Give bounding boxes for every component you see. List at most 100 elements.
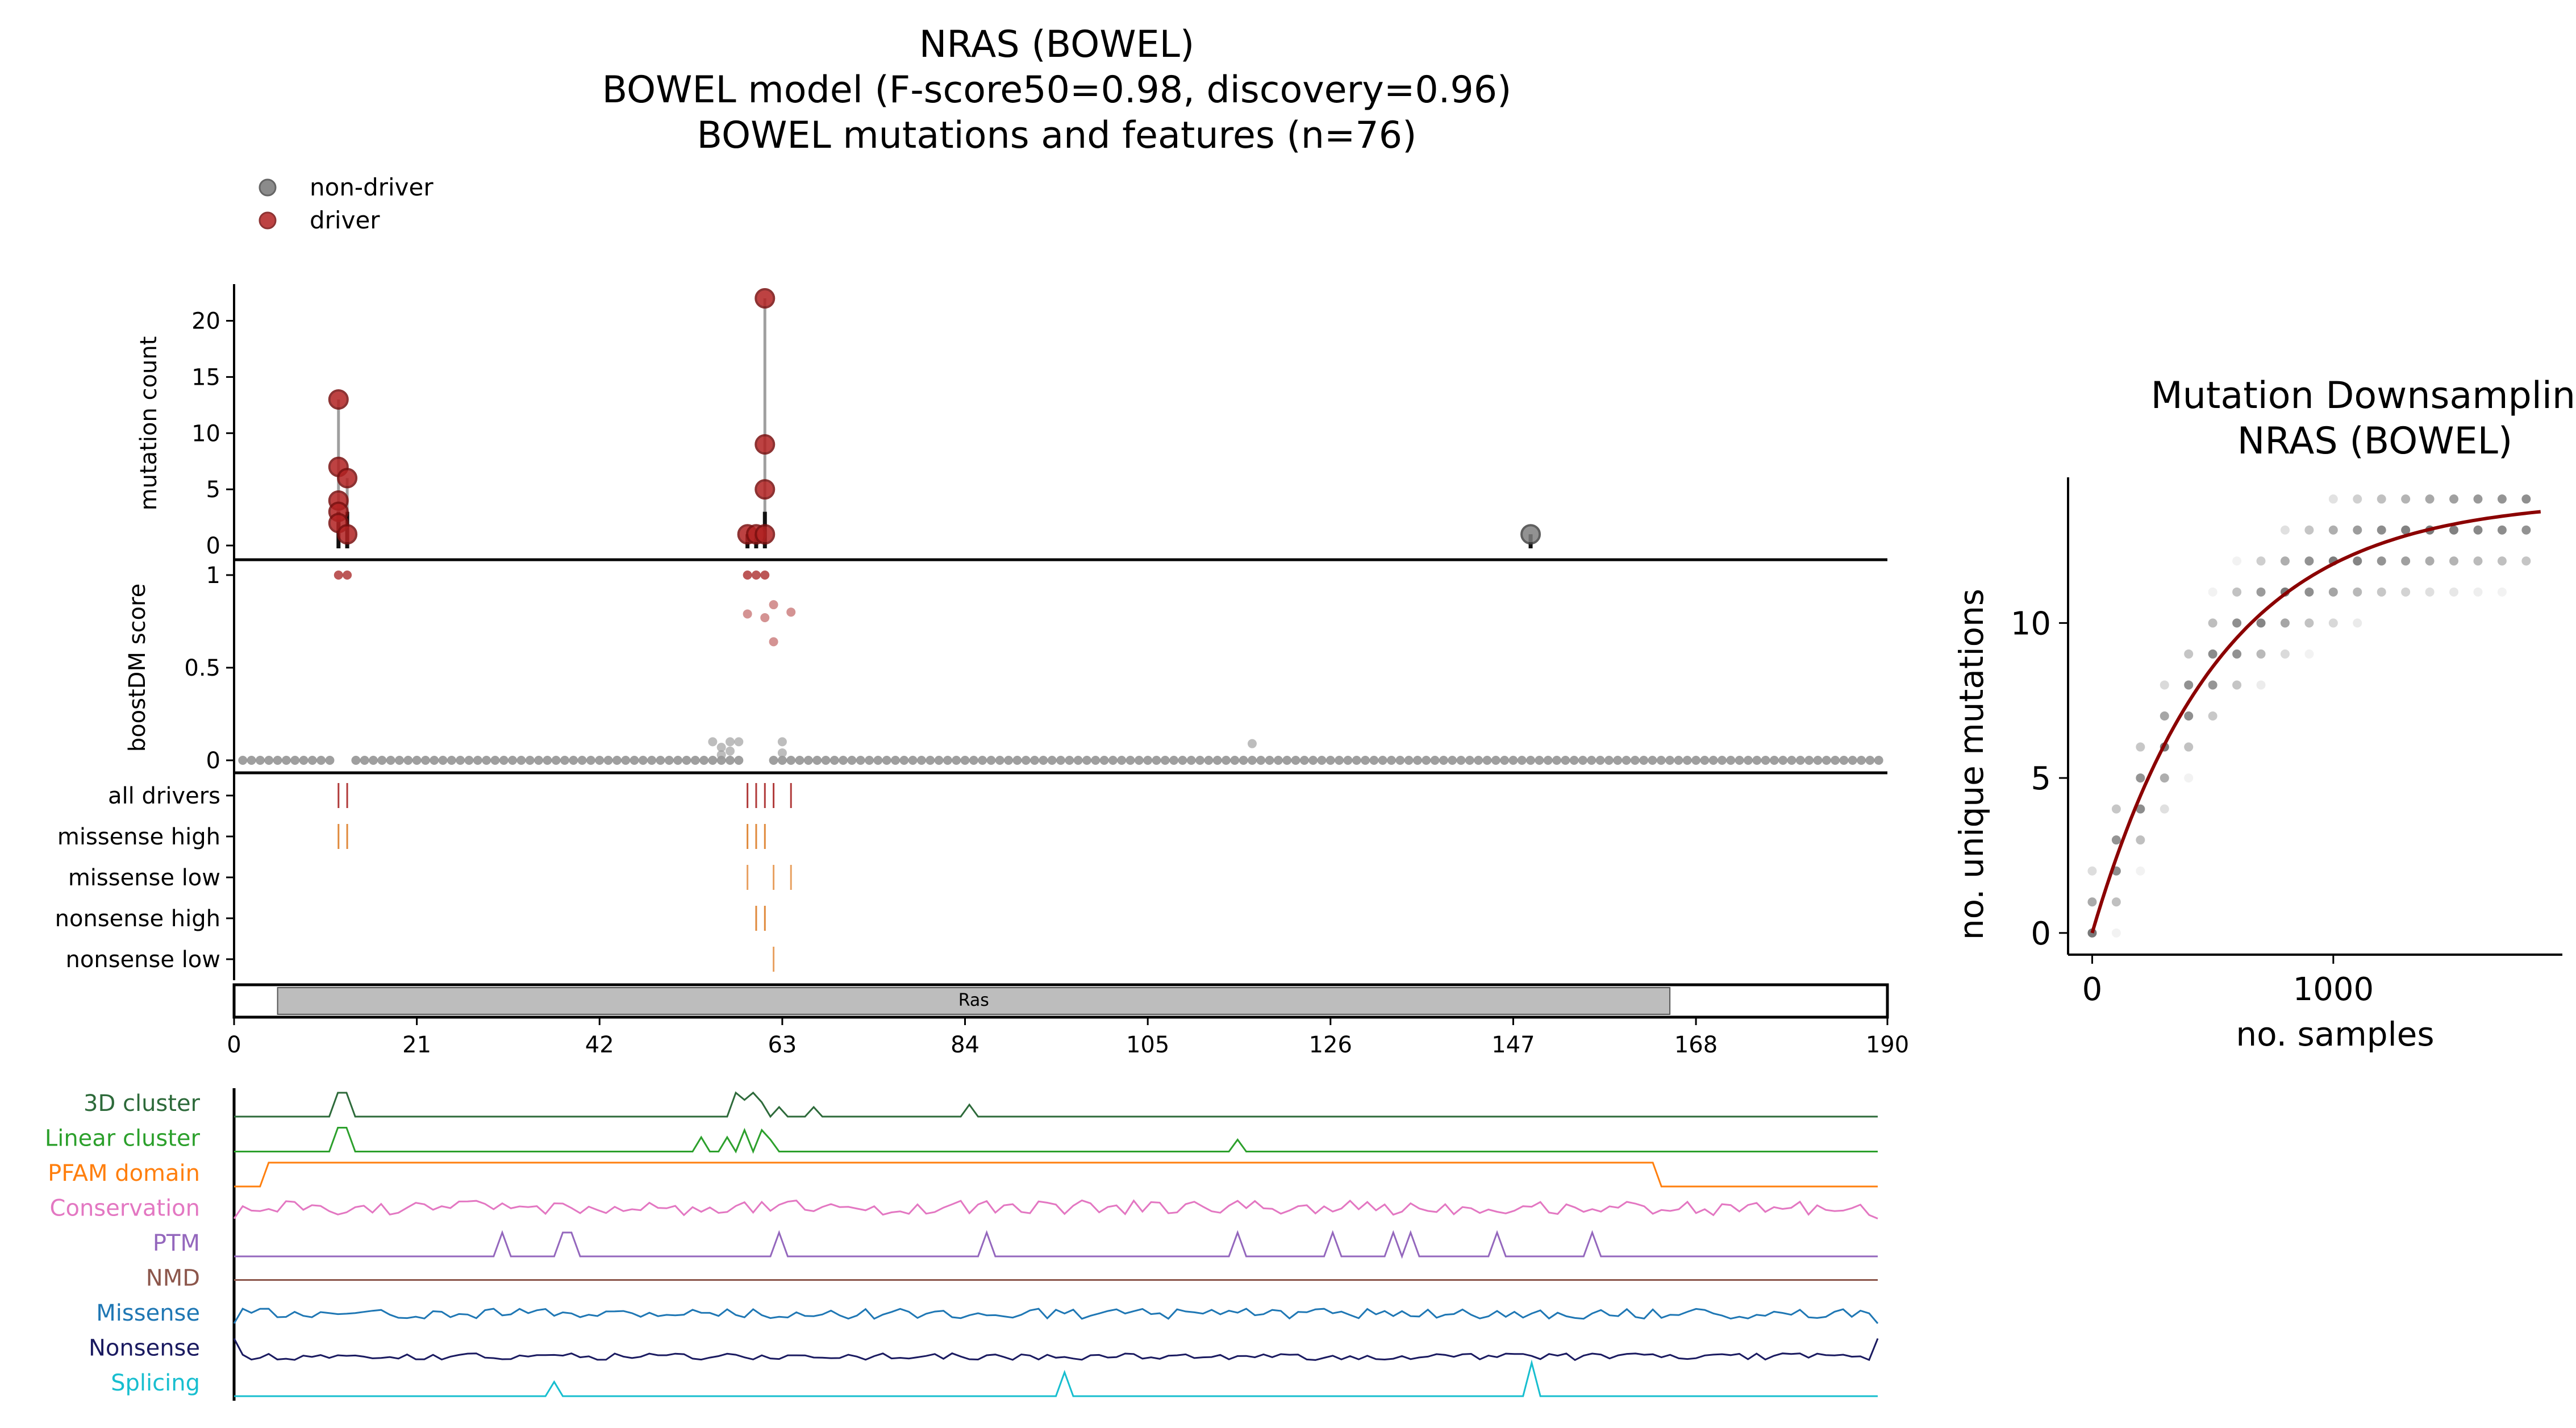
boostdm-point-nondriver bbox=[1604, 756, 1614, 765]
boostdm-point-nondriver bbox=[1630, 756, 1640, 765]
boostdm-point-nondriver bbox=[586, 756, 595, 765]
downsampling-point bbox=[2353, 618, 2362, 628]
boostdm-point-nondriver bbox=[473, 756, 482, 765]
downsampling-point bbox=[2280, 525, 2290, 535]
boostdm-point-nondriver bbox=[438, 756, 448, 765]
downsampling-point bbox=[2184, 773, 2194, 783]
boostdm-point-nondriver bbox=[1752, 756, 1762, 765]
downsampling-point bbox=[2160, 711, 2169, 721]
boostdm-point-nondriver bbox=[1726, 756, 1736, 765]
boostdm-point-nondriver bbox=[1073, 756, 1083, 765]
needle-marks bbox=[328, 288, 1541, 548]
downsampling-point bbox=[2521, 525, 2531, 535]
boostdm-point-nondriver bbox=[1256, 756, 1266, 765]
boostdm-point-nondriver bbox=[490, 756, 500, 765]
domain-xtick-label: 63 bbox=[768, 1032, 797, 1058]
downsampling-point bbox=[2473, 525, 2483, 535]
feature-line bbox=[234, 1161, 1878, 1188]
downsampling-point bbox=[2377, 525, 2386, 535]
boostdm-point-nondriver bbox=[1335, 756, 1344, 765]
domain-xtick-label: 42 bbox=[585, 1032, 614, 1058]
feature-label: PFAM domain bbox=[48, 1160, 200, 1186]
needle-point-driver bbox=[755, 524, 776, 545]
boostdm-point-nondriver bbox=[1065, 756, 1074, 765]
boostdm-point-nondriver bbox=[1648, 756, 1657, 765]
boostdm-point-nondriver bbox=[690, 756, 700, 765]
boostdm-ytick-label: 0 bbox=[206, 748, 220, 774]
downsampling-ytick-label: 0 bbox=[2031, 915, 2051, 952]
boostdm-point-nondriver bbox=[916, 756, 926, 765]
needle-plot: mutation count 0 5 10 15 20 bbox=[136, 284, 1887, 561]
boostdm-point-nondriver bbox=[839, 756, 848, 765]
boostdm-point-nondriver bbox=[456, 756, 465, 765]
boostdm-point-nondriver bbox=[1343, 756, 1353, 765]
downsampling-point bbox=[2111, 804, 2121, 814]
boostdm-point-nondriver bbox=[1456, 756, 1466, 765]
figure-title: NRAS (BOWEL) BOWEL model (F-score50=0.98… bbox=[602, 23, 1512, 157]
boostdm-point-nondriver bbox=[1117, 756, 1127, 765]
feature-line bbox=[233, 1308, 1879, 1324]
downsampling-point bbox=[2087, 897, 2097, 907]
needle-ytick-label: 20 bbox=[191, 309, 220, 335]
downsampling-xlabel: no. samples bbox=[2236, 1015, 2434, 1054]
downsampling-ytick-label: 5 bbox=[2031, 760, 2051, 797]
downsampling-point bbox=[2521, 494, 2531, 504]
downsampling-point bbox=[2136, 773, 2145, 783]
boostdm-point-nondriver bbox=[1230, 756, 1240, 765]
title-line-3: BOWEL mutations and features (n=76) bbox=[697, 114, 1417, 157]
domain-xtick-label: 0 bbox=[227, 1032, 241, 1058]
needle-ytick-label: 15 bbox=[191, 364, 220, 390]
domain-label: Ras bbox=[958, 990, 989, 1010]
boostdm-point-nondriver bbox=[716, 743, 726, 752]
downsampling-point bbox=[2497, 525, 2507, 535]
boostdm-point-nondriver bbox=[1169, 756, 1179, 765]
downsampling-point bbox=[2160, 680, 2169, 690]
boostdm-point-nondriver bbox=[726, 737, 735, 747]
boostdm-point-nondriver bbox=[1691, 756, 1701, 765]
boostdm-point-nondriver bbox=[1099, 756, 1109, 765]
boostdm-point-nondriver bbox=[1682, 756, 1692, 765]
boostdm-point-nondriver bbox=[978, 756, 987, 765]
downsampling-point bbox=[2304, 618, 2314, 628]
track-label: all drivers bbox=[108, 783, 220, 809]
downsampling-point bbox=[2304, 587, 2314, 597]
domain-xtick-label: 84 bbox=[951, 1032, 979, 1058]
boostdm-point-nondriver bbox=[1865, 756, 1875, 765]
downsampling-point bbox=[2377, 587, 2386, 597]
downsampling-point bbox=[2304, 649, 2314, 659]
track-label: missense low bbox=[68, 865, 220, 891]
boostdm-point-nondriver bbox=[899, 756, 909, 765]
needle-point-driver bbox=[328, 389, 349, 410]
boostdm-point-nondriver bbox=[1743, 756, 1753, 765]
downsampling-ytick-label: 10 bbox=[2011, 605, 2051, 642]
downsampling-point bbox=[2208, 680, 2217, 690]
boostdm-point-nondriver bbox=[1821, 756, 1831, 765]
boostdm-point-nondriver bbox=[821, 756, 831, 765]
feature-label: Splicing bbox=[111, 1370, 200, 1396]
downsampling-point bbox=[2256, 556, 2266, 566]
boostdm-point-nondriver bbox=[1378, 756, 1387, 765]
boostdm-point-nondriver bbox=[803, 756, 813, 765]
downsampling-point bbox=[2208, 618, 2217, 628]
boostdm-point-nondriver bbox=[603, 756, 613, 765]
downsampling-point bbox=[2136, 742, 2145, 752]
downsampling-point bbox=[2136, 835, 2145, 845]
boostdm-point-driver bbox=[334, 571, 343, 580]
domain-xtick-label: 105 bbox=[1126, 1032, 1169, 1058]
boostdm-point-nondriver bbox=[1247, 756, 1257, 765]
boostdm-point-nondriver bbox=[1282, 756, 1292, 765]
downsampling-point bbox=[2256, 618, 2266, 628]
boostdm-point-nondriver bbox=[734, 737, 744, 747]
feature-line bbox=[234, 1127, 1878, 1154]
boostdm-point-nondriver bbox=[420, 756, 430, 765]
boostdm-point-nondriver bbox=[1056, 756, 1065, 765]
boostdm-point-nondriver bbox=[830, 756, 839, 765]
downsampling-point bbox=[2449, 556, 2459, 566]
needle-point-driver bbox=[755, 288, 776, 309]
downsampling-point bbox=[2136, 866, 2145, 876]
boostdm-point-nondriver bbox=[1134, 756, 1144, 765]
boostdm-point-nondriver bbox=[726, 756, 735, 765]
downsampling-point bbox=[2280, 556, 2290, 566]
downsampling-point bbox=[2232, 556, 2242, 566]
